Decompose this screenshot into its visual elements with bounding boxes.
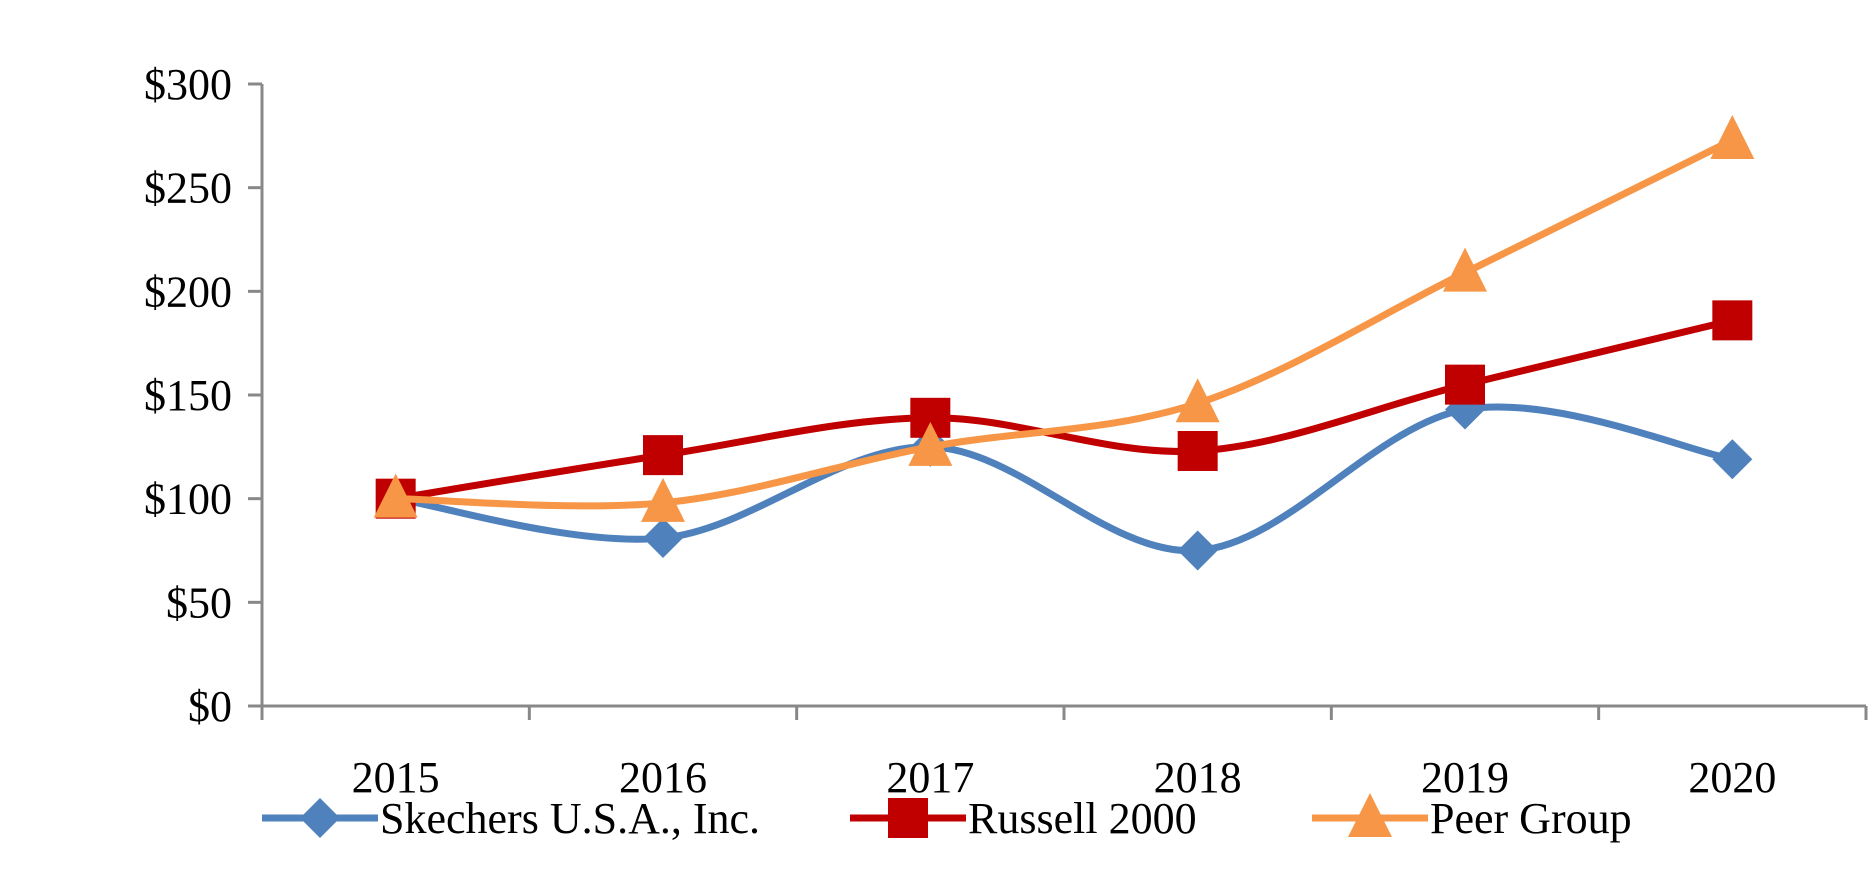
data-point-diamond (643, 518, 683, 559)
data-point-square (1445, 364, 1485, 405)
x-tick-label: 2017 (886, 753, 974, 802)
data-point-square (643, 435, 683, 476)
legend-label: Skechers U.S.A., Inc. (380, 794, 760, 843)
data-point-diamond (1712, 439, 1753, 480)
legend-label: Russell 2000 (968, 794, 1197, 843)
data-point-triangle (641, 477, 685, 522)
x-tick-label: 2019 (1421, 753, 1509, 802)
y-tick-label: $100 (144, 475, 232, 524)
legend-item: Russell 2000 (850, 794, 1197, 843)
axes: $0 $50 $100 $150 $200 $250 $300 2015 2016 2017 201… (144, 60, 1868, 802)
y-tick-label: $250 (144, 164, 232, 213)
legend: Skechers U.S.A., Inc. Russell 2000 Peer Gr… (262, 793, 1632, 843)
x-tick-label: 2016 (619, 753, 707, 802)
data-point-triangle (908, 421, 953, 466)
legend-marker (300, 798, 340, 838)
series-group (373, 114, 1755, 571)
legend-label: Peer Group (1430, 794, 1632, 843)
y-tick-label: $300 (144, 60, 232, 109)
data-point-triangle (1175, 378, 1220, 423)
series-peer-group (373, 114, 1755, 522)
series-line (392, 136, 1736, 510)
series-line (392, 316, 1736, 503)
x-tick-label: 2020 (1688, 753, 1776, 802)
x-tick-label: 2018 (1154, 753, 1242, 802)
series-line (392, 403, 1736, 555)
y-tick-label: $150 (144, 371, 232, 420)
data-point-triangle (1710, 114, 1755, 159)
series-skechers-u-s-a-inc (375, 389, 1753, 571)
legend-marker (1348, 793, 1392, 837)
legend-marker (888, 798, 928, 838)
data-point-diamond (1177, 530, 1218, 571)
data-point-triangle (373, 473, 418, 518)
data-point-square (1177, 430, 1218, 471)
legend-item: Peer Group (1312, 793, 1632, 843)
data-point-triangle (1443, 247, 1487, 292)
x-tick-label: 2015 (352, 753, 440, 802)
data-point-square (1712, 300, 1753, 341)
series-russell-2000 (375, 300, 1753, 519)
y-tick-label: $0 (188, 682, 232, 731)
y-tick-label: $50 (166, 578, 232, 627)
y-tick-label: $200 (144, 267, 232, 316)
legend-item: Skechers U.S.A., Inc. (262, 794, 760, 843)
